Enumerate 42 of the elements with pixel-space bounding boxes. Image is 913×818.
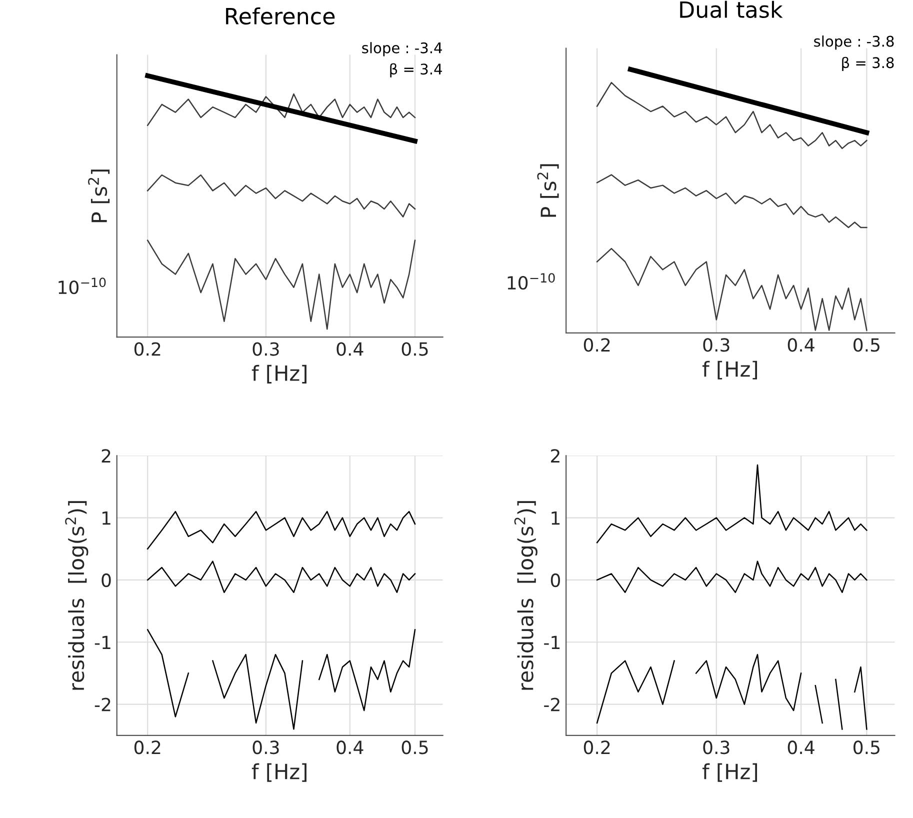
y-axis-title: residuals [log(s$^{2}$)]	[65, 501, 88, 690]
x-axis-title: f [Hz]	[702, 763, 758, 782]
annotation: β = 3.8	[842, 56, 894, 72]
y-tick-label: 2	[102, 449, 110, 462]
y-axis-title: P [s$^{2}$]	[88, 170, 110, 222]
x-tick-label: 0.2	[134, 342, 160, 356]
x-tick-label: 0.2	[134, 740, 160, 754]
x-tick-label: 0.3	[252, 740, 279, 754]
y-tick-label: -1	[94, 636, 110, 649]
y-tick-label: 1	[102, 511, 110, 525]
x-axis-title: f [Hz]	[702, 360, 758, 380]
x-axis-title: f [Hz]	[252, 364, 306, 384]
chart-title: Dual task	[680, 0, 783, 18]
x-tick-label: 0.3	[252, 342, 279, 356]
chart-title: Reference	[226, 7, 335, 25]
x-tick-label: 0.2	[584, 740, 610, 754]
x-tick-label: 0.3	[703, 740, 730, 754]
x-tick-label: 0.5	[402, 740, 428, 754]
annotation: β = 3.4	[390, 63, 442, 78]
x-tick-label: 0.4	[788, 740, 814, 754]
y-tick-label: 0	[102, 573, 111, 588]
y-tick-label: -2	[94, 698, 110, 712]
x-tick-label: 0.4	[336, 740, 364, 754]
x-tick-label: 0.3	[703, 338, 730, 352]
x-tick-label: 0.4	[336, 342, 364, 356]
text: slope : -3.4	[362, 42, 442, 56]
text: 10$^{−10}$	[508, 273, 555, 290]
x-axis-title: f [Hz]	[252, 763, 306, 782]
x-tick-label: 0.4	[788, 338, 814, 352]
text: 10$^{−10}$	[58, 278, 106, 294]
y-tick-label: -1	[544, 636, 560, 649]
y-tick-label: 1	[552, 511, 560, 525]
y-tick-label: -2	[544, 698, 560, 712]
y-tick-label: 2	[551, 449, 560, 462]
x-tick-label: 0.2	[584, 338, 610, 352]
y-tick-label: 0	[550, 573, 560, 588]
x-tick-label: 0.5	[854, 338, 880, 352]
y-axis-title: residuals [log(s$^{2}$)]	[514, 501, 538, 690]
text: slope : -3.8	[814, 36, 894, 50]
y-axis-title: P [s$^{2}$]	[537, 164, 559, 217]
x-tick-label: 0.5	[854, 740, 880, 754]
x-tick-label: 0.5	[402, 342, 428, 356]
